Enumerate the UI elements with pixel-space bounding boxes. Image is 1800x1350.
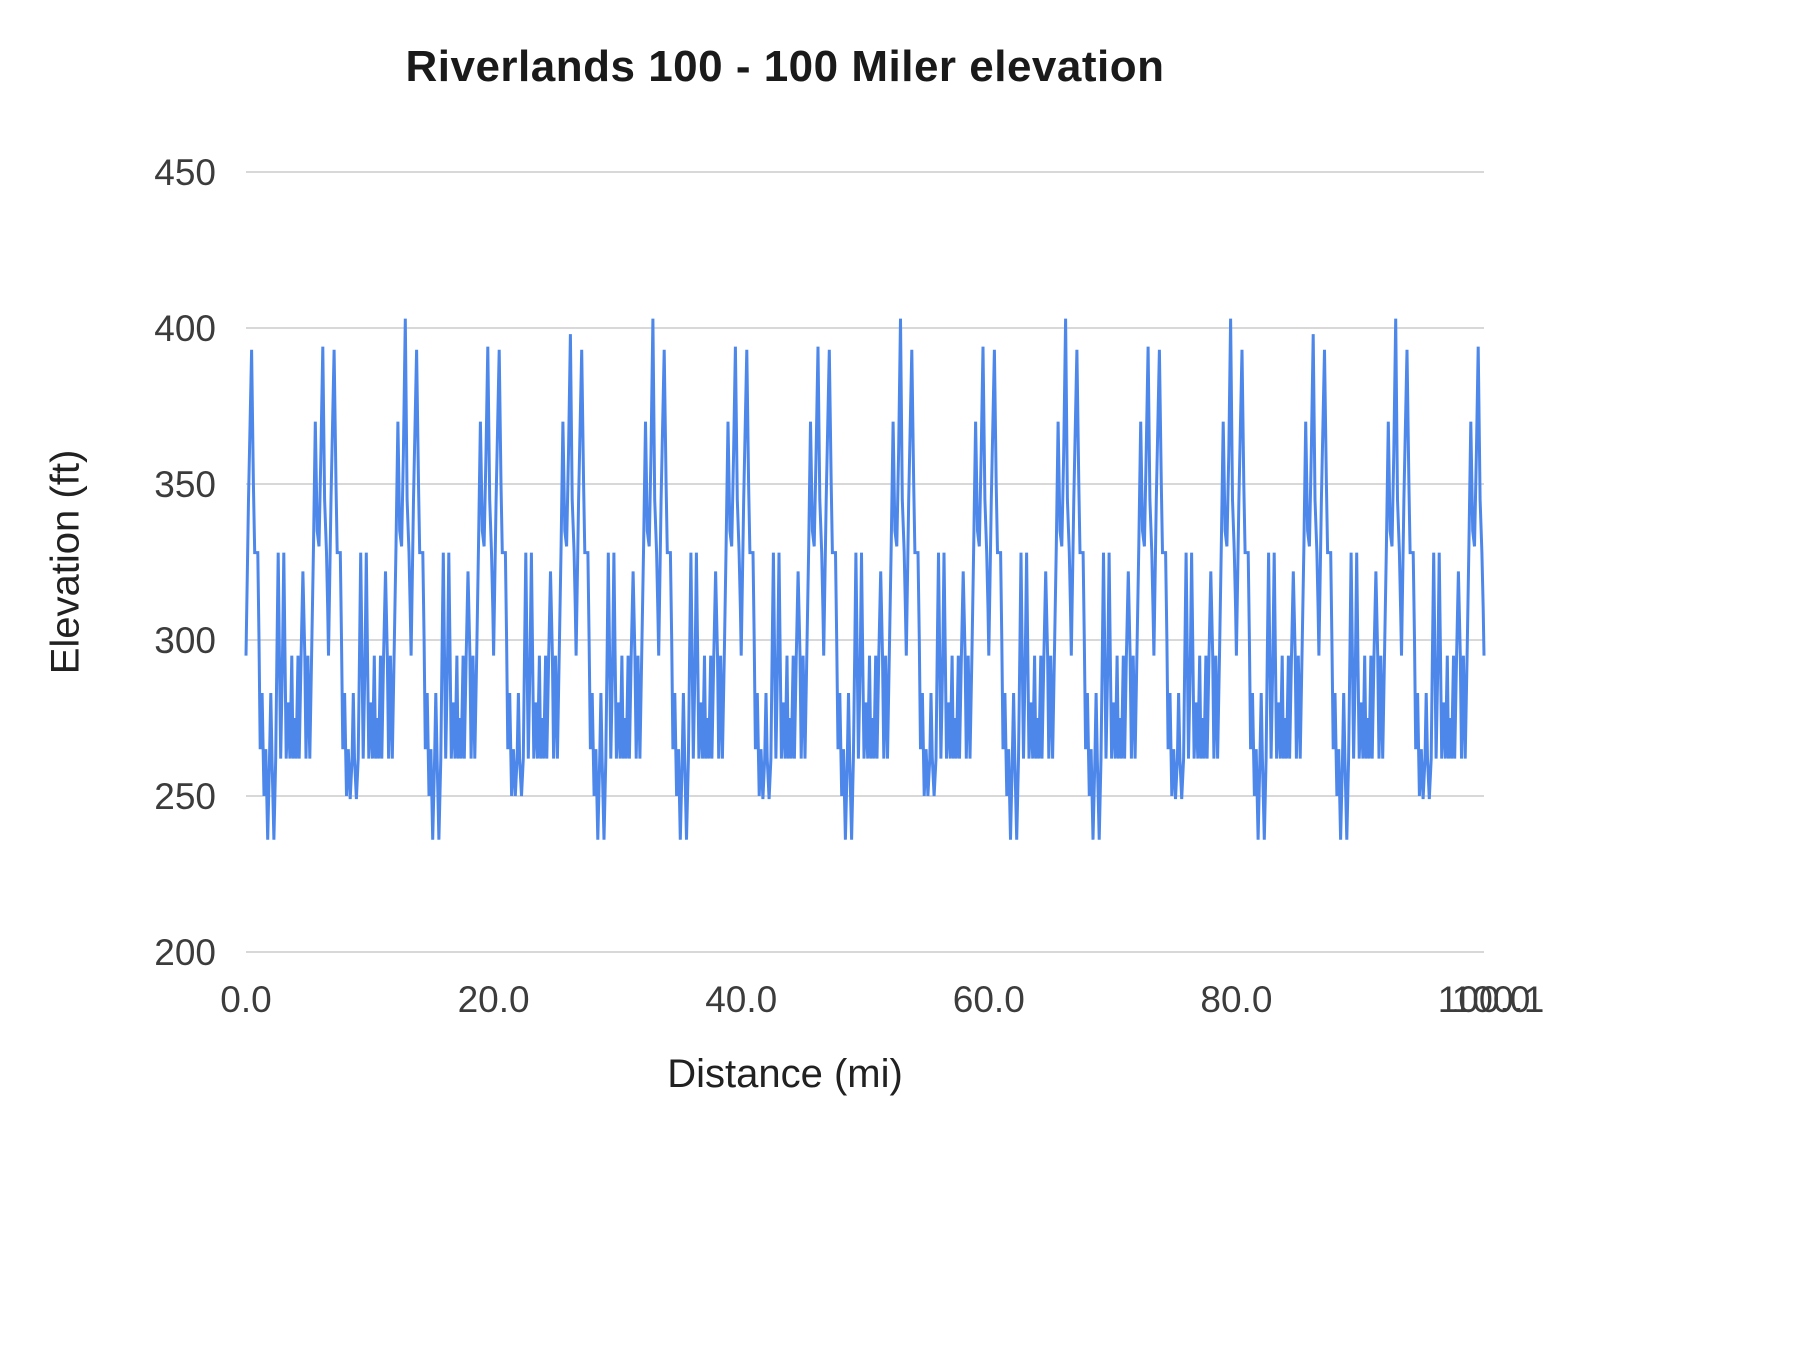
x-axis-title: Distance (mi) — [667, 1052, 903, 1096]
chart-title: Riverlands 100 - 100 Miler elevation — [405, 42, 1165, 91]
x-tick-label: 0.0 — [220, 979, 271, 1020]
y-tick-label: 350 — [154, 464, 216, 505]
y-tick-label: 400 — [154, 308, 216, 349]
y-tick-label: 200 — [154, 932, 216, 973]
x-tick-label: 80.0 — [1200, 979, 1272, 1020]
y-tick-label: 450 — [154, 152, 216, 193]
x-tick-label: 60.0 — [953, 979, 1025, 1020]
elevation-line — [244, 318, 1486, 840]
y-axis-title: Elevation (ft) — [43, 449, 88, 675]
x-tick-label: 100.0 — [1438, 979, 1531, 1020]
y-tick-label: 300 — [154, 620, 216, 661]
y-tick-label: 250 — [154, 776, 216, 817]
x-tick-label: 40.0 — [705, 979, 777, 1020]
x-tick-label: 20.0 — [458, 979, 530, 1020]
x-tick-label-overlap: 100.1 — [1452, 979, 1545, 1020]
